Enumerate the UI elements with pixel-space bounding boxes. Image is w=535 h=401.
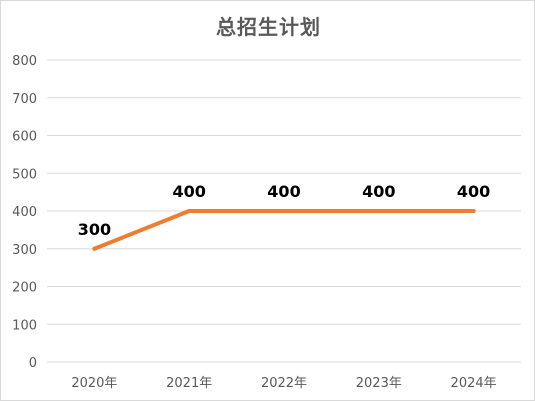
chart-title: 总招生计划 [216,15,321,39]
data-label-4: 400 [457,182,490,201]
data-point-3 [376,209,381,213]
y-tick-label-200: 200 [12,281,37,296]
x-tick-label-1: 2021年 [166,376,212,391]
y-tick-label-700: 700 [12,92,37,107]
y-tick-label-400: 400 [12,205,37,220]
data-label-3: 400 [362,182,395,201]
x-tick-label-0: 2020年 [71,376,117,391]
data-label-2: 400 [267,182,300,201]
data-point-4 [471,209,476,213]
y-tick-label-600: 600 [12,130,37,145]
data-point-0 [92,246,97,251]
data-point-1 [187,209,192,213]
x-tick-label-3: 2023年 [356,376,402,391]
x-tick-label-4: 2024年 [451,376,497,391]
series-line [92,209,476,251]
data-label-1: 400 [172,182,205,201]
x-tick-label-2: 2022年 [261,376,307,391]
data-label-0: 300 [78,220,111,239]
y-tick-label-800: 800 [12,54,37,69]
y-tick-label-0: 0 [29,356,37,371]
y-tick-label-300: 300 [12,243,37,258]
y-tick-label-500: 500 [12,167,37,182]
data-point-2 [282,209,286,213]
y-tick-label-100: 100 [12,318,37,333]
